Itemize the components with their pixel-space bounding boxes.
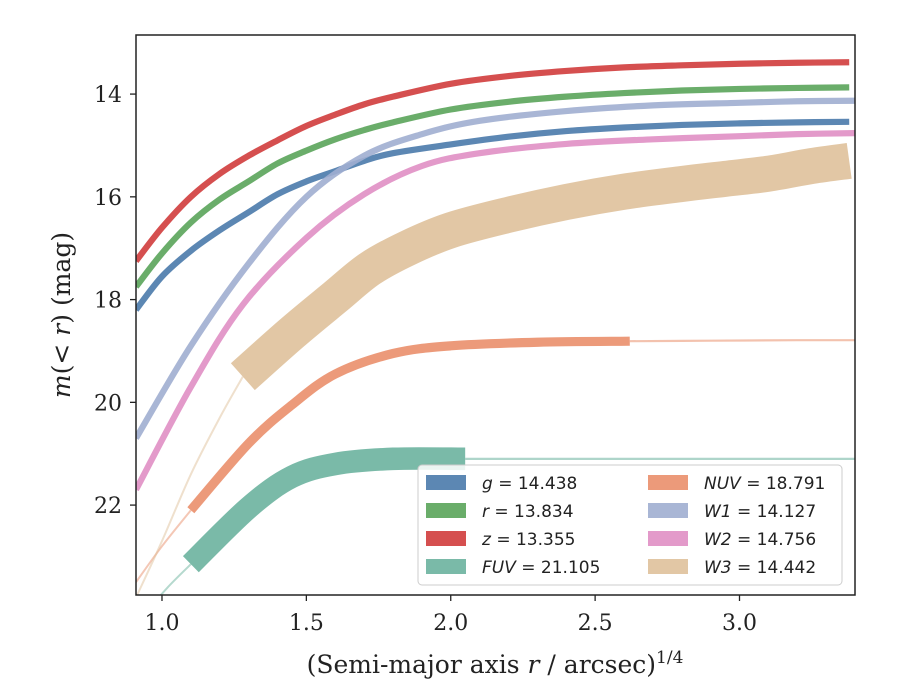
- x-tick-label: 1.0: [144, 611, 179, 636]
- x-tick-label: 1.5: [289, 611, 324, 636]
- series-nuv: [136, 336, 855, 583]
- y-tick-label: 22: [94, 494, 122, 519]
- y-tick-label: 14: [94, 83, 122, 108]
- plot-frame: [135, 34, 856, 596]
- x-tick-label: 2.5: [578, 611, 613, 636]
- legend-item-w3: W3 = 14.442: [648, 558, 816, 578]
- legend-item-z: z = 13.355: [426, 530, 575, 550]
- legend-label: W1 = 14.127: [704, 502, 816, 522]
- series-z-band: [136, 59, 850, 263]
- ticks-layer: 1.0 1.5 2.0 2.5 3.0 14 16 18 20 22: [94, 83, 757, 636]
- legend-swatch: [648, 503, 688, 518]
- legend-label: W3 = 14.442: [704, 558, 816, 578]
- legend-box: [417, 464, 843, 586]
- series-w1-band: [136, 97, 855, 440]
- series-nuv-faint-tail: [629, 339, 855, 343]
- series-w2: [136, 130, 855, 492]
- x-tick-label: 2.0: [433, 611, 468, 636]
- legend-swatch: [426, 531, 466, 546]
- legend-item-w2: W2 = 14.756: [648, 530, 816, 550]
- legend-label: g = 14.438: [482, 474, 577, 494]
- x-axis-label-exponent: 1/4: [656, 648, 683, 668]
- legend-swatch: [648, 531, 688, 546]
- y-tick-label: 20: [94, 391, 122, 416]
- legend-item-nuv: NUV = 18.791: [648, 474, 825, 494]
- series-fuv-faint-segment: [159, 563, 192, 595]
- series-layer: [136, 59, 855, 595]
- y-axis-label: m(< r) (mag): [47, 232, 76, 398]
- legend-swatch: [426, 559, 466, 574]
- y-tick-label: 16: [94, 186, 122, 211]
- legend-label: FUV = 21.105: [482, 558, 600, 578]
- legend-label: W2 = 14.756: [704, 530, 816, 550]
- legend-label: r = 13.834: [482, 502, 574, 522]
- legend-item-r: r = 13.834: [426, 502, 574, 522]
- series-w3-band: [230, 143, 852, 391]
- legend-label: NUV = 18.791: [704, 474, 825, 494]
- legend-item-g: g = 14.438: [426, 474, 577, 494]
- series-fuv-band: [182, 447, 466, 573]
- series-r-band: [136, 84, 850, 289]
- series-g-band: [136, 118, 850, 312]
- legend-swatch: [426, 503, 466, 518]
- series-w2-band: [136, 130, 855, 492]
- series-nuv-faint-segment: [136, 509, 192, 583]
- y-tick-label: 18: [94, 289, 122, 314]
- x-tick-label: 3.0: [722, 611, 757, 636]
- series-r: [136, 84, 850, 289]
- legend-label: z = 13.355: [481, 530, 575, 550]
- series-fuv: [159, 447, 855, 595]
- legend: g = 14.438 r = 13.834 z = 13.355 FUV = 21.1…: [417, 464, 843, 586]
- series-z: [136, 59, 850, 263]
- series-g: [136, 118, 850, 312]
- series-w3-faint-segment: [136, 376, 244, 595]
- series-w1: [136, 97, 855, 440]
- series-nuv-band: [187, 336, 630, 514]
- legend-swatch: [648, 475, 688, 490]
- legend-item-fuv: FUV = 21.105: [426, 558, 600, 578]
- series-w3: [136, 143, 852, 595]
- legend-swatch: [426, 475, 466, 490]
- x-axis-label: (Semi-major axis r / arcsec)1/4: [307, 648, 684, 679]
- legend-swatch: [648, 559, 688, 574]
- legend-item-w1: W1 = 14.127: [648, 502, 816, 522]
